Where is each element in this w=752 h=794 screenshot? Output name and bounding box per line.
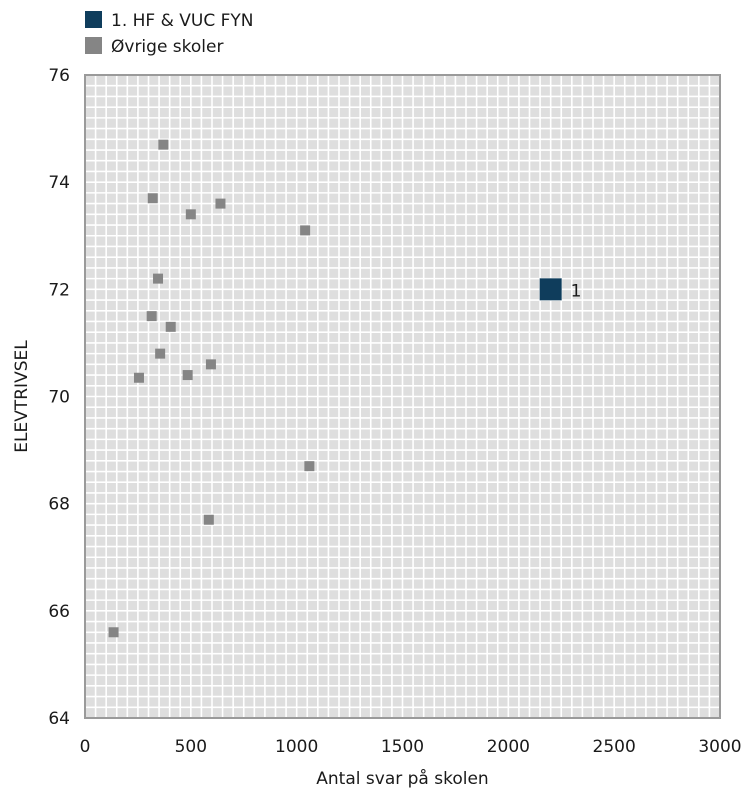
legend-swatch [85,37,102,54]
y-tick-label: 66 [48,602,70,622]
x-tick-label: 2000 [487,737,530,757]
y-tick-label: 74 [48,173,70,193]
x-axis-title: Antal svar på skolen [316,768,488,789]
data-point [539,278,562,301]
data-point [108,627,119,638]
data-point [215,198,226,209]
data-point [165,321,176,332]
y-axis-title: ELEVTRIVSEL [12,340,32,453]
legend: 1. HF & VUC FYN Øvrige skoler [85,11,253,57]
y-tick-label: 72 [48,280,70,300]
data-point [203,514,214,525]
y-tick-label: 76 [48,66,70,86]
data-point-label: 1 [571,281,582,301]
data-point [146,311,157,322]
x-tick-label: 500 [175,737,207,757]
plot-border [84,74,721,719]
data-point [155,348,166,359]
data-point [205,359,216,370]
legend-label: Øvrige skoler [111,37,223,57]
y-tick-label: 64 [48,709,70,729]
x-tick-label: 1000 [275,737,318,757]
legend-label: 1. HF & VUC FYN [111,11,253,31]
data-point [185,209,196,220]
x-tick-label: 0 [80,737,91,757]
data-point [133,372,144,383]
data-points: 1 [108,139,582,638]
y-axis-ticks: 64 66 68 70 72 74 76 [48,66,70,729]
x-tick-label: 2500 [593,737,636,757]
gridlines [84,74,721,719]
x-tick-label: 3000 [698,737,741,757]
legend-swatch [85,11,102,28]
data-point [153,273,164,284]
data-point [158,139,169,150]
y-tick-label: 70 [48,388,70,408]
data-point [182,370,193,381]
data-point [304,461,315,472]
data-point [300,225,311,236]
x-tick-label: 1500 [381,737,424,757]
y-tick-label: 68 [48,495,70,515]
data-point [147,193,158,204]
x-axis-ticks: 0 500 1000 1500 2000 2500 3000 [80,737,742,757]
